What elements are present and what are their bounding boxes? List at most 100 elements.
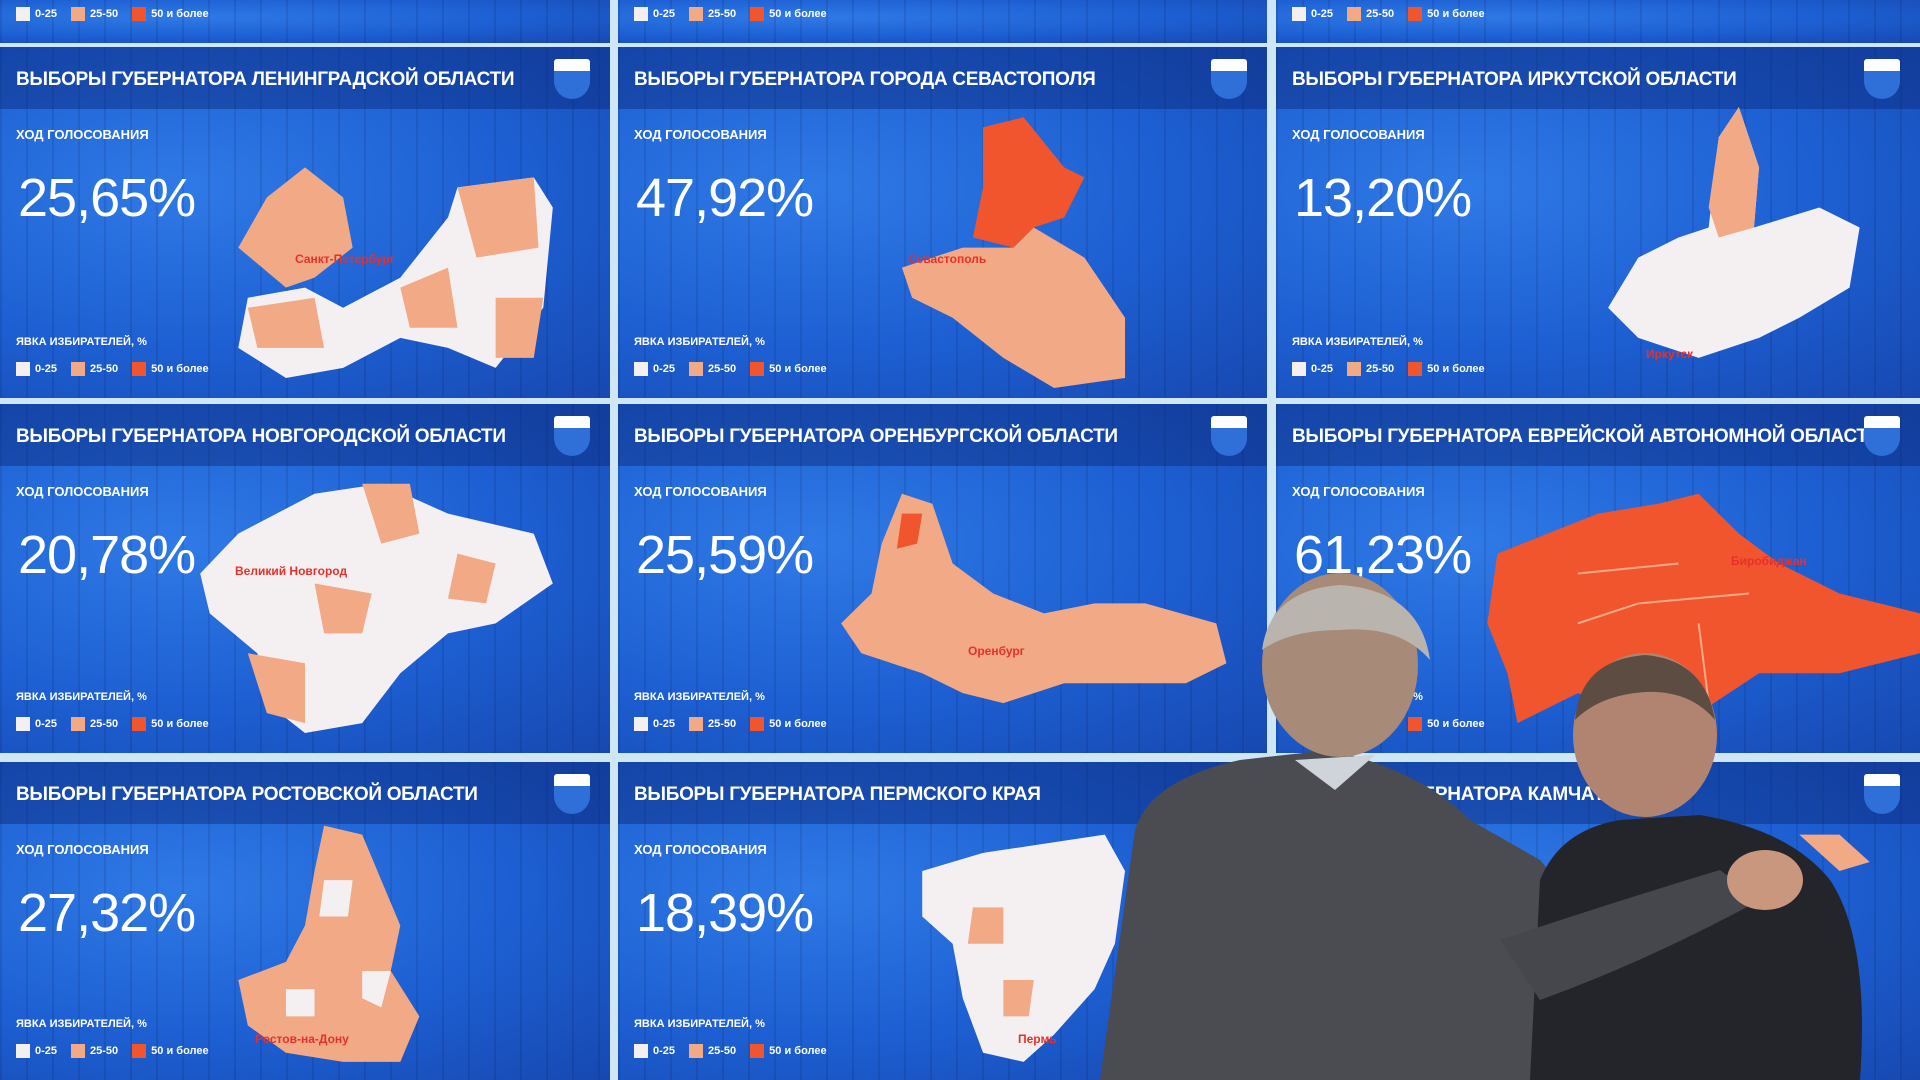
election-screen: ВЫБОРЫ ГУБЕРНАТОРА ЛЕНИНГРАДСКОЙ ОБЛАСТИ… xyxy=(0,47,610,398)
screen-header xyxy=(0,404,610,466)
legend-item-low: 0-25 xyxy=(1292,717,1333,731)
election-screen: ВЫБОРЫ ГУБЕРНАТОРА ОРЕНБУРГСКОЙ ОБЛАСТИ … xyxy=(618,404,1267,753)
legend-item-high: 50 и более xyxy=(132,1044,209,1058)
legend-item-low: 0-25 xyxy=(1292,1044,1333,1058)
legend-label: ЯВКА ИЗБИРАТЕЛЕЙ, % xyxy=(634,336,765,348)
capital-city-label: Санкт-Петербург xyxy=(295,252,395,266)
screen-header xyxy=(0,47,610,109)
screen-title: ВЫБОРЫ ГУБЕРНАТОРА ОРЕНБУРГСКОЙ ОБЛАСТИ xyxy=(634,426,1118,447)
legend-item-low: 0-25 xyxy=(16,717,57,731)
screen-title: ВЫБОРЫ ГУБЕРНАТОРА ЛЕНИНГРАДСКОЙ ОБЛАСТИ xyxy=(16,69,515,90)
turnout-percent: 25,59% xyxy=(636,525,814,585)
region-map xyxy=(841,493,1227,704)
legend-item-high: 50 и более xyxy=(132,7,209,21)
legend-item-high: 50 и более xyxy=(1408,362,1485,376)
legend-item-mid: 25-50 xyxy=(1347,362,1394,376)
turnout-percent: 27,32% xyxy=(18,883,196,943)
turnout-legend: 0-25 25-50 50 и более xyxy=(16,717,209,731)
voting-progress-label: ХОД ГОЛОСОВАНИЯ xyxy=(1292,127,1425,142)
legend-item-low: 0-25 xyxy=(634,1044,675,1058)
legend-item-high: 50 и более xyxy=(132,717,209,731)
region-map xyxy=(238,167,553,378)
voting-progress-label: ХОД ГОЛОСОВАНИЯ xyxy=(634,842,767,857)
legend-item-high: 50 и более xyxy=(1408,1044,1485,1058)
legend-item-mid: 25-50 xyxy=(71,1044,118,1058)
legend-item-mid: 25-50 xyxy=(689,362,736,376)
legend-item-mid: 25-50 xyxy=(1347,717,1394,731)
election-screen: ВЫБОРЫ ГУБЕРНАТОРА КАМЧАТС ЯВКА ИЗБИРАТЕ… xyxy=(1276,762,1920,1080)
capital-city-label: Севастополь xyxy=(908,252,987,266)
screen-title: ВЫБОРЫ ГУБЕРНАТОРА РОСТОВСКОЙ ОБЛАСТИ xyxy=(16,784,478,805)
legend-label: ЯВКА ИЗБИРАТЕЛЕЙ, % xyxy=(634,691,765,703)
capital-city-label: Иркутск xyxy=(1646,347,1694,361)
legend-item-low: 0-25 xyxy=(16,362,57,376)
legend-item-high: 50 и более xyxy=(1408,7,1485,21)
capital-city-label: Пермь xyxy=(1018,1032,1057,1046)
legend-item-high: 50 и более xyxy=(750,7,827,21)
legend-item-low: 0-25 xyxy=(634,362,675,376)
legend-item-high: 50 и более xyxy=(750,362,827,376)
legend-item-mid: 25-50 xyxy=(689,717,736,731)
screen-title: ВЫБОРЫ ГУБЕРНАТОРА НОВГОРОДСКОЙ ОБЛАСТИ xyxy=(16,426,506,447)
orenburg-emblem-icon xyxy=(1211,416,1247,456)
turnout-percent: 47,92% xyxy=(636,168,814,228)
screen-partial-top: ЯВКА ИЗБИРАТЕЛЕЙ, % 0-25 25-50 50 и боле… xyxy=(0,0,610,43)
screen-partial-top: ЯВКА ИЗБИРАТЕЛЕЙ, % 0-25 25-50 50 и боле… xyxy=(1276,0,1920,43)
turnout-percent: 13,20% xyxy=(1294,168,1472,228)
kamchatka-emblem-icon xyxy=(1864,774,1900,814)
legend-label: ЯВКА ИЗБИРАТЕЛЕЙ, % xyxy=(1292,336,1423,348)
legend-label: ЯВКА ИЗБИРАТЕЛЕЙ, % xyxy=(16,691,147,703)
voting-progress-label: ХОД ГОЛОСОВАНИЯ xyxy=(1292,484,1425,499)
capital-city-label: Биробиджан xyxy=(1731,554,1807,568)
legend-item-mid: 25-50 xyxy=(1347,7,1394,21)
voting-progress-label: ХОД ГОЛОСОВАНИЯ xyxy=(16,842,149,857)
screen-partial-top: ЯВКА ИЗБИРАТЕЛЕЙ, % 0-25 25-50 50 и боле… xyxy=(618,0,1267,43)
legend-label: ЯВКА ИЗБИРАТЕЛЕЙ, % xyxy=(1292,691,1423,703)
screen-title: ВЫБОРЫ ГУБЕРНАТОРА ПЕРМСКОГО КРАЯ xyxy=(634,784,1041,805)
turnout-legend: 0-25 25-50 50 и более xyxy=(634,717,827,731)
region-map xyxy=(238,825,420,1062)
region-map xyxy=(1799,834,1870,872)
screen-title: ВЫБОРЫ ГУБЕРНАТОРА ГОРОДА СЕВАСТОПОЛЯ xyxy=(634,69,1096,90)
election-screen: ВЫБОРЫ ГУБЕРНАТОРА ГОРОДА СЕВАСТОПОЛЯ ХО… xyxy=(618,47,1267,398)
legend-item-mid: 25-50 xyxy=(1347,1044,1394,1058)
election-screen: ВЫБОРЫ ГУБЕРНАТОРА ПЕРМСКОГО КРАЯ ХОД ГО… xyxy=(618,762,1267,1080)
jewish-ao-emblem-icon xyxy=(1864,416,1900,456)
election-screen: ВЫБОРЫ ГУБЕРНАТОРА ИРКУТСКОЙ ОБЛАСТИ ХОД… xyxy=(1276,47,1920,398)
turnout-legend: 0-25 25-50 50 и более xyxy=(1292,7,1485,21)
legend-item-mid: 25-50 xyxy=(71,7,118,21)
legend-label: ЯВКА ИЗБИРАТЕЛЕЙ, % xyxy=(634,1018,765,1030)
turnout-percent: 20,78% xyxy=(18,525,196,585)
region-map xyxy=(901,117,1126,388)
leningrad-emblem-icon xyxy=(554,59,590,99)
legend-item-low: 0-25 xyxy=(16,1044,57,1058)
legend-item-high: 50 и более xyxy=(750,1044,827,1058)
screen-header xyxy=(1276,404,1920,466)
turnout-legend: 0-25 25-50 50 и более xyxy=(634,1044,827,1058)
election-screen: ВЫБОРЫ ГУБЕРНАТОРА НОВГОРОДСКОЙ ОБЛАСТИ … xyxy=(0,404,610,753)
turnout-legend: 0-25 25-50 50 и более xyxy=(1292,717,1485,731)
election-screen: ВЫБОРЫ ГУБЕРНАТОРА РОСТОВСКОЙ ОБЛАСТИ ХО… xyxy=(0,762,610,1080)
screen-title: ВЫБОРЫ ГУБЕРНАТОРА ИРКУТСКОЙ ОБЛАСТИ xyxy=(1292,69,1737,90)
screen-header xyxy=(1276,47,1920,109)
legend-item-low: 0-25 xyxy=(1292,362,1333,376)
legend-item-mid: 25-50 xyxy=(71,717,118,731)
rostov-emblem-icon xyxy=(554,774,590,814)
legend-label: ЯВКА ИЗБИРАТЕЛЕЙ, % xyxy=(16,336,147,348)
screen-header xyxy=(618,47,1267,109)
turnout-legend: 0-25 25-50 50 и более xyxy=(16,7,209,21)
legend-item-high: 50 и более xyxy=(132,362,209,376)
legend-item-low: 0-25 xyxy=(634,7,675,21)
region-map xyxy=(200,483,553,734)
region-map xyxy=(1608,107,1860,358)
legend-label: ЯВКА ИЗБИРАТЕЛЕЙ, % xyxy=(16,1018,147,1030)
voting-progress-label: ХОД ГОЛОСОВАНИЯ xyxy=(16,127,149,142)
capital-city-label: Великий Новгород xyxy=(235,564,348,578)
voting-progress-label: ХОД ГОЛОСОВАНИЯ xyxy=(634,484,767,499)
region-map xyxy=(922,834,1126,1062)
screen-header xyxy=(618,404,1267,466)
legend-item-mid: 25-50 xyxy=(71,362,118,376)
screen-header xyxy=(0,762,610,824)
turnout-legend: 0-25 25-50 50 и более xyxy=(1292,362,1485,376)
turnout-percent: 18,39% xyxy=(636,883,814,943)
